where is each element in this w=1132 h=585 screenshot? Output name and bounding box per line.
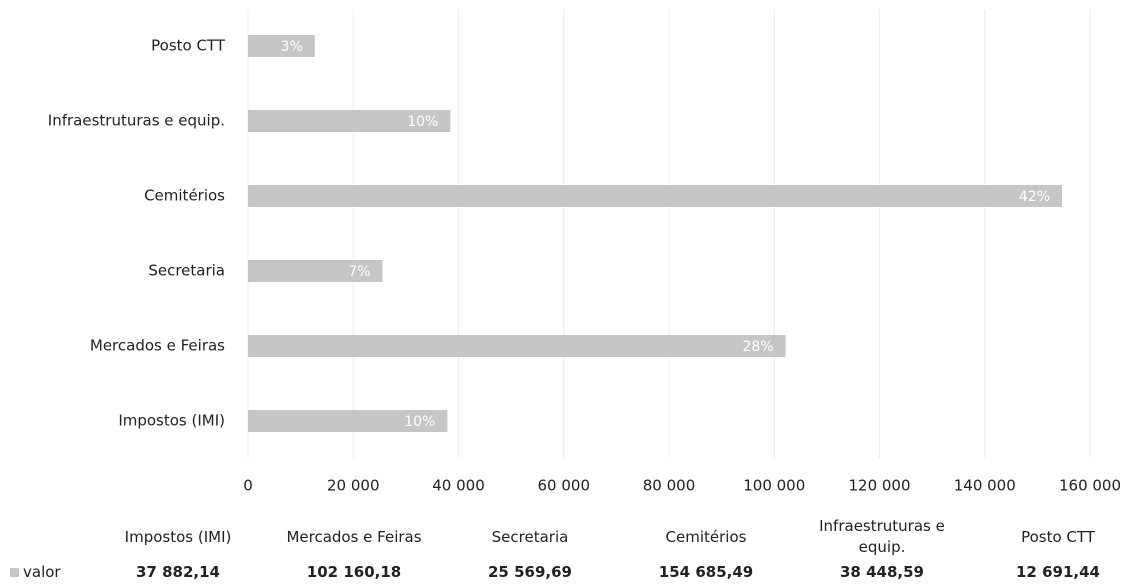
x-tick-label: 80 000 — [643, 477, 696, 495]
table-value: 12 691,44 — [1016, 563, 1100, 581]
x-tick-label: 100 000 — [743, 477, 805, 495]
bar — [248, 110, 451, 132]
bar-value-label: 28% — [742, 339, 773, 355]
table-header: Impostos (IMI) — [124, 527, 232, 546]
x-tick-label: 0 — [243, 477, 253, 495]
table-value: 102 160,18 — [306, 563, 402, 581]
bar-value-label: 42% — [1019, 189, 1050, 205]
y-tick-label: Secretaria — [148, 262, 225, 280]
legend-swatch — [10, 567, 19, 577]
table-header: Secretaria — [491, 527, 569, 546]
x-tick-label: 140 000 — [954, 477, 1016, 495]
table-header: Posto CTT — [1021, 527, 1095, 546]
x-tick-label: 60 000 — [538, 477, 591, 495]
bar — [248, 260, 383, 282]
legend-item: valor — [10, 563, 61, 581]
y-tick-label: Cemitérios — [144, 187, 225, 205]
bar-value-label: 7% — [348, 264, 370, 280]
bar-value-label: 10% — [407, 114, 438, 130]
x-tick-label: 20 000 — [327, 477, 380, 495]
bar — [248, 410, 448, 432]
bar — [248, 185, 1063, 207]
table-value: 37 882,14 — [136, 563, 220, 581]
y-tick-label: Posto CTT — [151, 37, 226, 55]
bar — [248, 35, 315, 57]
y-tick-label: Impostos (IMI) — [118, 412, 225, 430]
bar-value-label: 3% — [281, 39, 303, 55]
table-value: 38 448,59 — [840, 563, 924, 581]
x-tick-label: 160 000 — [1059, 477, 1121, 495]
x-tick-label: 120 000 — [848, 477, 910, 495]
chart: 0 20 000 40 000 60 000 80 000 100 000 120 000 1… — [48, 10, 1121, 495]
table-header: Infraestruturas e equip. — [819, 517, 945, 556]
y-tick-label: Infraestruturas e equip. — [48, 112, 225, 130]
table-value: 154 685,49 — [658, 563, 754, 581]
legend-label: valor — [23, 563, 61, 581]
table-header: Mercados e Feiras — [286, 527, 422, 546]
bar — [248, 335, 786, 357]
y-tick-label: Mercados e Feiras — [90, 337, 225, 355]
bar-value-label: 10% — [404, 414, 435, 430]
x-tick-label: 40 000 — [432, 477, 485, 495]
table-value: 25 569,69 — [488, 563, 572, 581]
table-header: Cemitérios — [665, 527, 747, 546]
